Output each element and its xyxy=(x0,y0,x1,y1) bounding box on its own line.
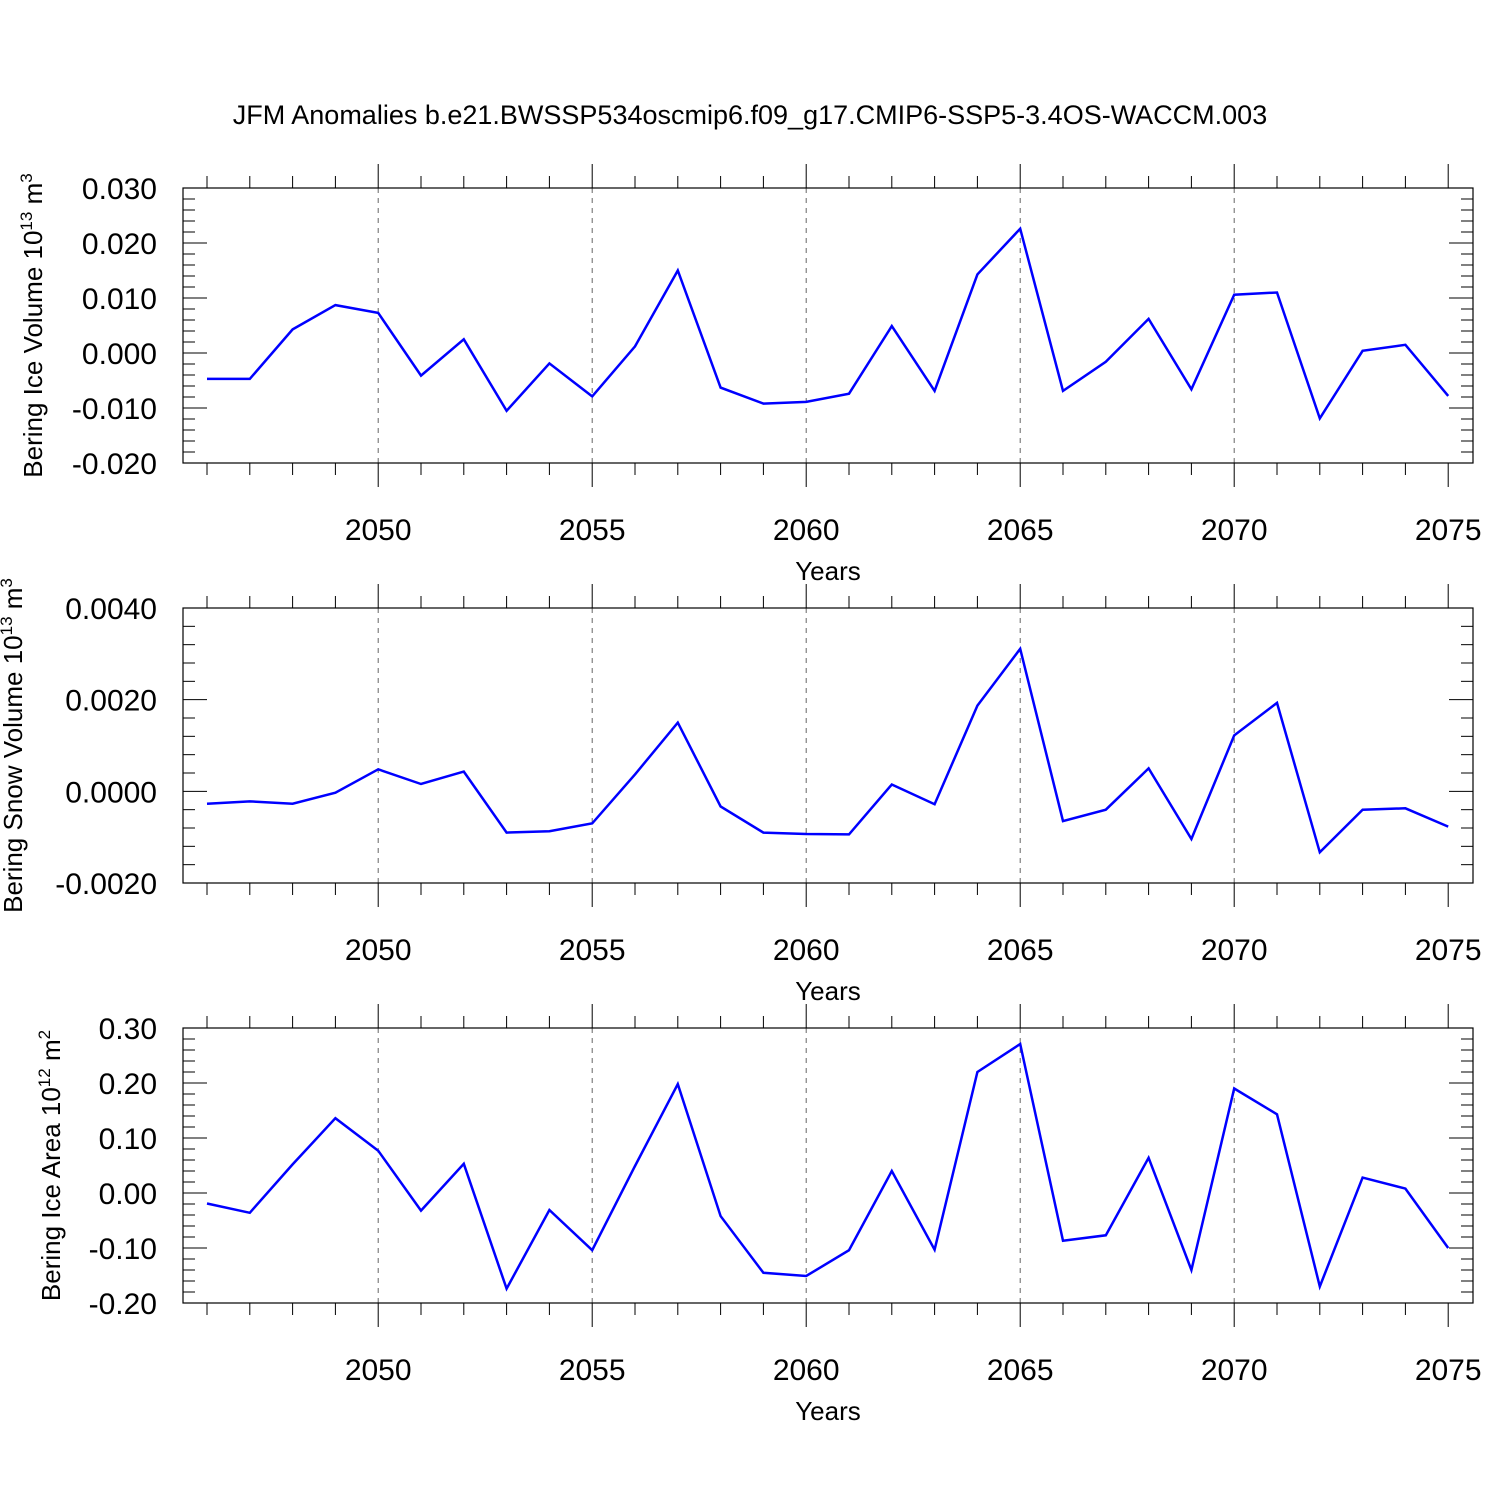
y-tick-label: 0.20 xyxy=(99,1068,157,1101)
figure-title: JFM Anomalies b.e21.BWSSP534oscmip6.f09_… xyxy=(233,100,1267,130)
x-tick-label: 2060 xyxy=(773,934,840,967)
x-tick-label: 2070 xyxy=(1201,1354,1268,1387)
y-tick-label: -0.0020 xyxy=(55,868,157,901)
x-tick-label: 2055 xyxy=(559,1354,626,1387)
y-tick-label: 0.030 xyxy=(82,173,157,206)
y-tick-label: -0.10 xyxy=(89,1233,157,1266)
y-tick-label: -0.020 xyxy=(72,448,157,481)
x-tick-label: 2060 xyxy=(773,514,840,547)
x-tick-label: 2055 xyxy=(559,514,626,547)
y-tick-label: 0.00 xyxy=(99,1178,157,1211)
y-tick-label: 0.020 xyxy=(82,228,157,261)
x-tick-label: 2075 xyxy=(1415,514,1482,547)
y-axis-label: Bering Snow Volume 1013 m3 xyxy=(0,578,28,913)
x-tick-label: 2055 xyxy=(559,934,626,967)
y-axis-label: Bering Ice Area 1012 m2 xyxy=(35,1030,66,1301)
y-tick-label: 0.0020 xyxy=(65,685,157,718)
y-tick-label: 0.000 xyxy=(82,338,157,371)
x-tick-label: 2070 xyxy=(1201,514,1268,547)
plot-frame xyxy=(182,607,1474,884)
y-tick-label: 0.10 xyxy=(99,1123,157,1156)
x-tick-label: 2065 xyxy=(987,1354,1054,1387)
x-tick-label: 2075 xyxy=(1415,934,1482,967)
series-line xyxy=(206,1041,1450,1292)
y-tick-label: -0.20 xyxy=(89,1288,157,1321)
x-axis-label: Years xyxy=(795,1396,861,1426)
plot-frame xyxy=(182,1027,1474,1304)
x-tick-label: 2065 xyxy=(987,934,1054,967)
x-tick-label: 2070 xyxy=(1201,934,1268,967)
y-axis-label: Bering Ice Volume 1013 m3 xyxy=(17,173,48,477)
panel-1: -0.020 -0.010 0.000 0.010 0.020 0.030 2050 2055… xyxy=(17,164,1482,586)
y-tick-label: 0.30 xyxy=(99,1013,157,1046)
series-line xyxy=(207,226,1450,422)
x-tick-label: 2075 xyxy=(1415,1354,1482,1387)
panel-3: -0.20 -0.10 0.00 0.10 0.20 0.30 2050 2055 2060 20… xyxy=(35,1004,1482,1426)
series-line xyxy=(206,645,1449,855)
y-tick-label: 0.0040 xyxy=(65,593,157,626)
x-tick-label: 2050 xyxy=(345,514,412,547)
y-tick-label: -0.010 xyxy=(72,393,157,426)
x-axis-label: Years xyxy=(795,556,861,586)
y-tick-label: 0.0000 xyxy=(65,776,157,809)
x-axis-label: Years xyxy=(795,976,861,1006)
panel-2: -0.0020 0.0000 0.0020 0.0040 2050 2055 2060 206… xyxy=(0,578,1482,1006)
y-tick-label: 0.010 xyxy=(82,283,157,316)
x-tick-label: 2050 xyxy=(345,934,412,967)
plot-frame xyxy=(182,187,1474,464)
x-tick-label: 2050 xyxy=(345,1354,412,1387)
x-tick-label: 2060 xyxy=(773,1354,840,1387)
x-tick-label: 2065 xyxy=(987,514,1054,547)
